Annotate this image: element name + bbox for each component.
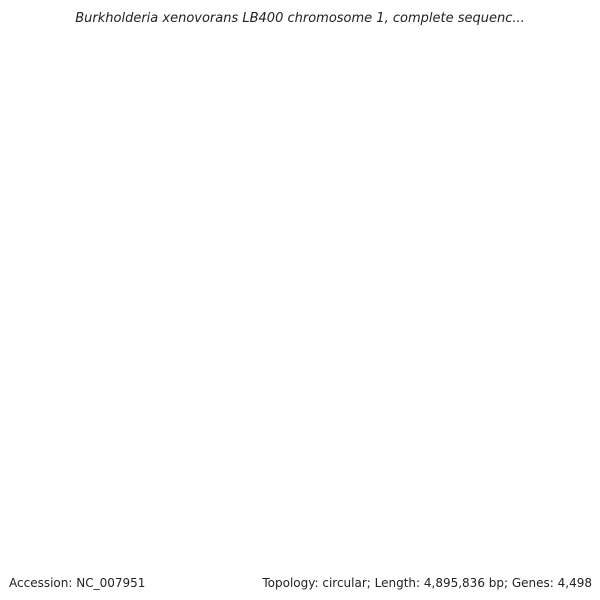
- accession-text: Accession: NC_007951: [9, 576, 145, 590]
- map-title: Burkholderia xenovorans LB400 chromosome…: [75, 11, 525, 26]
- topology-text: Topology: circular; Length: 4,895,836 bp…: [262, 576, 592, 590]
